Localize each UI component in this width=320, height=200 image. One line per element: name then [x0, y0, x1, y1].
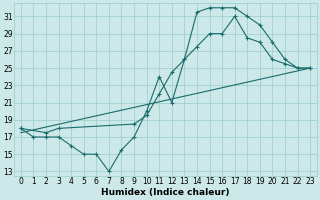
X-axis label: Humidex (Indice chaleur): Humidex (Indice chaleur) [101, 188, 230, 197]
